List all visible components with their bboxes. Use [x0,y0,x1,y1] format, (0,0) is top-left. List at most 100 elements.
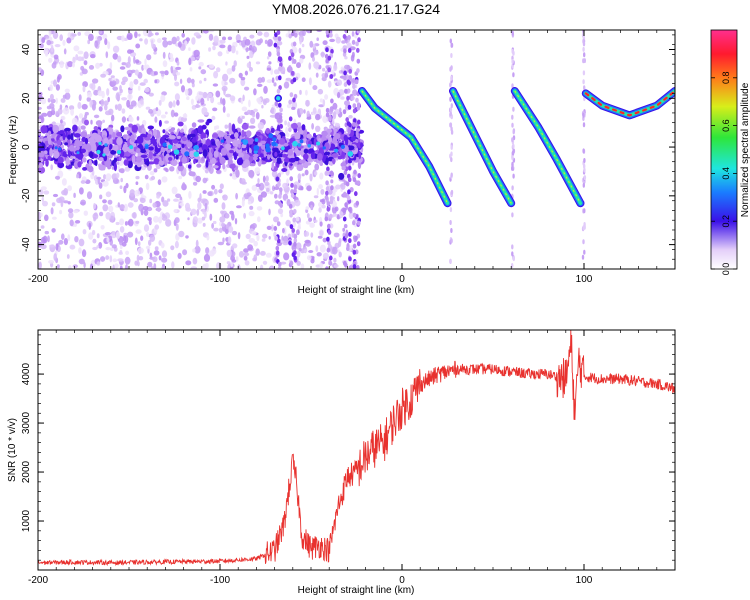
noise-cell [212,107,218,112]
band-cell [299,159,306,164]
noise-cell [286,104,292,109]
noise-cell [353,169,357,175]
noise-cell [332,246,338,255]
band-cell [341,165,346,171]
noise-cell [149,198,153,204]
noise-cell [324,94,329,100]
noise-cell [148,109,154,114]
noise-cell [322,115,328,123]
band-cell [219,157,226,165]
noise-cell [356,68,360,74]
band-cell [127,160,133,169]
noise-cell [277,208,284,215]
noise-cell [143,209,149,216]
noise-cell [253,108,258,113]
noise-cell [343,70,347,76]
band-cell [283,157,291,163]
noise-cell [107,96,110,103]
noise-cell [352,108,357,114]
noise-cell [271,77,275,84]
strip-cell [449,258,452,264]
noise-cell [137,241,141,247]
noise-cell [351,39,356,45]
band-hotspot [347,151,354,157]
noise-cell [289,209,293,215]
noise-cell [195,239,199,248]
band-cell [259,153,264,158]
noise-cell [319,262,323,269]
band-cell [171,159,178,167]
band-hotspot [297,143,302,147]
noise-cell [348,211,354,220]
noise-cell [105,191,112,198]
noise-cell [171,36,177,45]
noise-cell [313,195,319,199]
band-cell [347,159,352,164]
noise-cell [227,44,232,52]
noise-cell [352,243,357,249]
noise-cell [288,240,292,246]
noise-cell [175,66,182,70]
noise-cell [208,64,215,69]
noise-cell [351,31,355,37]
noise-cell [276,51,281,57]
noise-cell [52,193,59,198]
noise-cell [158,99,162,106]
noise-cell [346,95,350,101]
noise-cell [330,48,334,54]
noise-cell [346,64,351,70]
noise-cell [238,251,245,258]
band-cell [87,165,94,173]
noise-cell [221,202,226,210]
band-cell [52,124,59,134]
noise-cell [128,218,134,227]
noise-cell [164,70,169,76]
noise-cell [303,231,310,237]
noise-cell [47,235,50,243]
noise-cell [344,262,348,268]
noise-cell [139,38,143,42]
band-cell [51,138,55,142]
noise-cell [69,219,74,227]
noise-cell [124,264,129,269]
noise-cell [286,178,289,185]
noise-cell [153,168,158,173]
noise-cell [38,261,42,269]
noise-cell [91,229,96,236]
noise-cell [114,263,119,269]
noise-cell [328,189,333,195]
noise-cell [352,122,356,127]
noise-cell [321,204,326,209]
noise-cell [187,217,190,221]
noise-cell [341,40,346,44]
band-cell [317,153,323,161]
noise-cell [296,260,301,266]
noise-cell [237,232,241,240]
band-cell [287,149,294,156]
noise-cell [336,79,343,86]
band-hotspot [292,140,298,147]
band-cell [103,137,109,146]
track-peak [584,89,675,117]
noise-cell [145,106,151,110]
noise-cell [50,44,54,53]
noise-cell [107,41,111,50]
noise-cell [318,202,322,207]
noise-cell [119,66,126,70]
snr-frame [37,329,676,571]
strip-cell [511,251,514,257]
noise-cell [135,220,140,224]
noise-cell [331,69,335,75]
noise-cell [302,30,306,37]
band-cell [84,119,89,126]
band-hotspot [271,141,277,147]
noise-cell [53,54,59,60]
y-tick-label: -40 [21,237,32,252]
noise-cell [62,39,66,46]
noise-cell [330,98,334,104]
band-cell [158,160,165,166]
noise-cell [81,56,85,62]
band-cell [208,151,213,160]
band-cell [57,139,62,146]
noise-cell [71,33,77,37]
